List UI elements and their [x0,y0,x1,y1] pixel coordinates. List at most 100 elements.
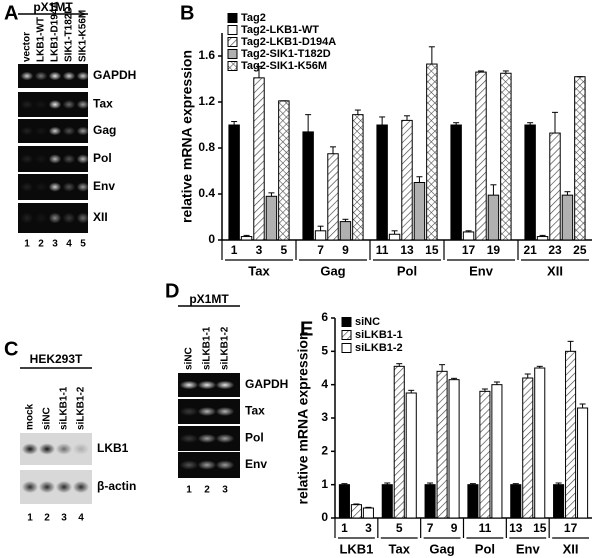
gel-band [62,126,76,136]
bar [265,195,278,241]
lane-label: mock [25,403,36,430]
bar-number: 5 [281,243,288,257]
row-label: Tax [93,97,113,111]
lane-number: 4 [66,239,72,250]
bar [436,370,448,519]
lane-number: 3 [222,485,228,496]
bar-number: 15 [533,521,547,535]
bar-number: 7 [317,243,324,257]
lane-number: 4 [78,513,84,524]
y-tick-label: 1 [321,477,328,491]
bar [228,124,240,241]
y-tick-label: 0.8 [198,140,215,154]
legend-label: siLKB1-1 [355,329,403,341]
bar [549,132,561,241]
lane-number: 3 [52,239,58,250]
bar-number: 13 [509,521,523,535]
y-tick-label: 0.4 [198,186,215,200]
legend-swatch [227,25,238,35]
bar [574,76,586,241]
bar [462,231,475,241]
bar [278,100,290,241]
lane-label: siNC [184,347,195,370]
category-label: Tax [248,263,270,278]
gel-band [48,154,62,164]
bar-number: 9 [342,243,349,257]
bar [534,367,546,519]
bar [338,484,350,519]
gel-band [48,182,62,192]
gel-band [21,443,39,455]
lane-label: LKB1-WT [36,17,47,62]
panel-letter: D [165,280,179,302]
bar [413,182,426,241]
gel-band [34,71,48,81]
bar [381,484,393,519]
gel-band [197,407,217,416]
panel-letter: B [180,2,194,24]
lane-label: LKB1-D194A [50,1,61,62]
gel-band [62,182,76,192]
gel-header: pX1MT [189,292,229,306]
bar-number: 17 [462,243,476,257]
bar [522,377,534,519]
bar [376,124,388,241]
category-label: Gag [429,541,454,556]
row-label: Gag [93,123,116,137]
y-tick-label: 1.2 [198,94,215,108]
y-tick-label: 3 [321,410,328,424]
bar [479,390,491,519]
legend-label: Tag2-LKB1-WT [241,24,319,36]
category-label: Tax [389,541,411,556]
category-label: LKB1 [339,541,373,556]
bar [352,114,364,241]
lane-number: 5 [80,239,86,250]
bar [426,63,438,241]
gel-band [55,443,73,455]
row-label: Pol [93,151,112,165]
bar [424,484,436,519]
bar [388,233,401,241]
legend-swatch [341,343,352,353]
bar [327,153,339,241]
bar-number: 7 [427,521,434,535]
legend-swatch [227,13,238,23]
bar [253,77,265,241]
lane-number: 2 [204,485,210,496]
y-tick-label: 5 [321,344,328,358]
bar [393,365,405,519]
gel-band [76,212,90,224]
legend-label: siNC [355,316,380,328]
category-label: Env [469,263,494,278]
gel-band [62,71,76,81]
gel-band [197,460,217,470]
bar [577,407,589,519]
row-label: β-actin [97,479,136,493]
bar-number: 25 [573,243,587,257]
gel-band [20,154,34,164]
gel-band [38,443,56,455]
legend-label: Tag2 [241,12,266,24]
legend-swatch [227,37,238,47]
gel-band [48,126,62,136]
legend-swatch [341,330,352,340]
gel-band [21,480,39,494]
gel-band [72,480,90,494]
bar [350,504,362,519]
bar [314,230,327,241]
gel-band [62,212,76,224]
bar-number: 1 [341,521,348,535]
legend-swatch [227,49,238,59]
gel-header: HEK293T [30,352,83,366]
gel-band [34,154,48,164]
row-label: LKB1 [97,441,129,455]
lane-label: siLKB1-2 [76,386,87,430]
gel-band [72,443,90,455]
bar [448,379,460,519]
bar [565,350,577,519]
lane-label: siLKB1-2 [220,326,231,370]
row-label: GAPDH [93,68,136,82]
bar [405,392,417,519]
bar [401,119,413,241]
lane-label: vector [22,32,33,62]
